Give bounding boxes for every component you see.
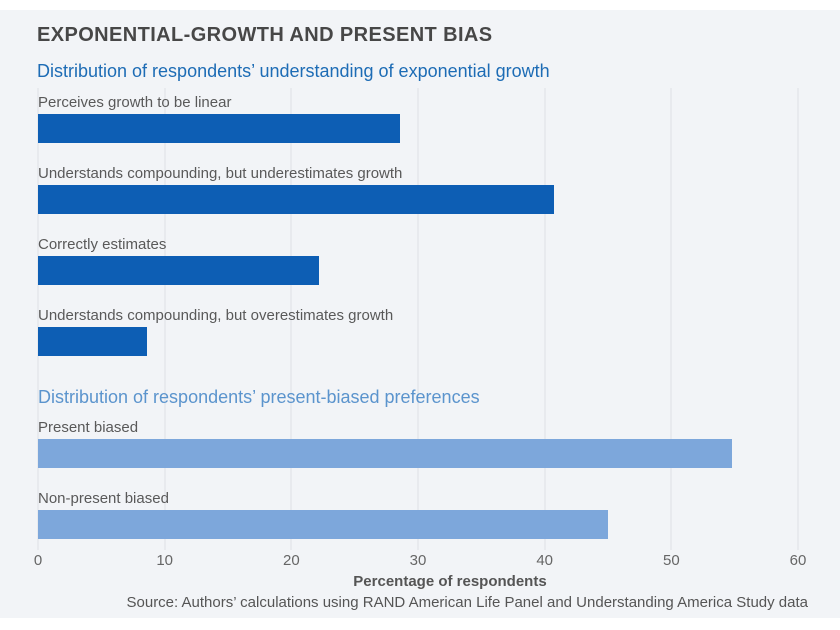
bar-label: Present biased bbox=[38, 419, 139, 436]
chart-title: EXPONENTIAL-GROWTH AND PRESENT BIAS bbox=[37, 24, 493, 46]
bar-rows: Perceives growth to be linear Understand… bbox=[38, 94, 798, 539]
gridline bbox=[797, 88, 799, 550]
x-tick-label: 50 bbox=[662, 552, 680, 569]
bar-non-present-biased bbox=[38, 510, 608, 539]
bar-row: Understands compounding, but underestima… bbox=[38, 165, 798, 214]
x-axis: 0 10 20 30 40 50 60 bbox=[34, 552, 807, 570]
gridline bbox=[37, 88, 39, 550]
bar-present-biased bbox=[38, 439, 733, 468]
section-heading-exponential-growth: Distribution of respondents’ understandi… bbox=[37, 61, 550, 81]
bar-label: Understands compounding, but underestima… bbox=[38, 165, 403, 182]
bar-overestimates-growth bbox=[38, 327, 147, 356]
gridline bbox=[543, 88, 546, 550]
gridline bbox=[163, 88, 166, 550]
x-tick-label: 20 bbox=[282, 552, 300, 569]
x-tick-label: 60 bbox=[789, 552, 807, 569]
bar-perceives-linear bbox=[38, 114, 401, 143]
bar-row: Present biased bbox=[38, 419, 798, 468]
source-note: Source: Authors’ calculations using RAND… bbox=[126, 594, 809, 611]
x-axis-label: Percentage of respondents bbox=[353, 573, 547, 590]
x-tick-label: 10 bbox=[156, 552, 173, 569]
bar-correctly-estimates bbox=[38, 256, 320, 285]
bar-label: Non-present biased bbox=[38, 490, 169, 507]
bar-row: Non-present biased bbox=[38, 490, 798, 539]
bar-label: Perceives growth to be linear bbox=[38, 94, 232, 111]
bar-row: Perceives growth to be linear bbox=[38, 94, 798, 143]
gridline bbox=[290, 88, 293, 550]
x-tick-label: 40 bbox=[536, 552, 553, 569]
bar-underestimates-growth bbox=[38, 185, 554, 214]
bar-row: Correctly estimates bbox=[38, 236, 798, 285]
plot-area: Perceives growth to be linear Understand… bbox=[37, 88, 799, 550]
bar-label: Correctly estimates bbox=[38, 236, 167, 253]
bar-label: Understands compounding, but overestimat… bbox=[38, 307, 394, 324]
bar-row: Understands compounding, but overestimat… bbox=[38, 307, 798, 356]
x-tick-label: 30 bbox=[409, 552, 427, 569]
x-tick-label: 0 bbox=[33, 552, 43, 569]
gridline bbox=[670, 88, 673, 550]
gridline bbox=[417, 88, 419, 550]
section-heading-present-bias: Distribution of respondents’ present-bia… bbox=[38, 387, 480, 407]
